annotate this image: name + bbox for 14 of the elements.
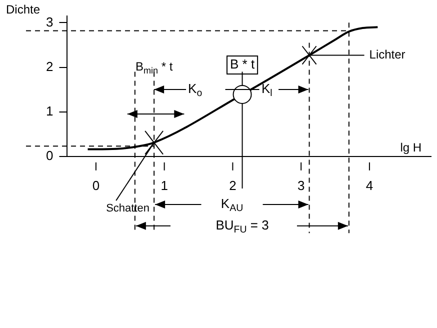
x-tick-label: 0 <box>92 178 100 193</box>
x-tick-label: 1 <box>160 178 168 193</box>
y-tick-label: 0 <box>46 148 54 163</box>
x-axis-title: lg H <box>400 140 422 155</box>
annotation: B * t <box>230 56 255 72</box>
y-axis-title: Dichte <box>6 2 40 16</box>
x-tick-label: 4 <box>366 178 374 193</box>
y-tick-label: 3 <box>46 14 54 30</box>
annotation: Lichter <box>369 48 406 62</box>
x-tick-label: 2 <box>229 178 236 193</box>
y-tick-label: 1 <box>46 103 54 118</box>
annotation: Schatten <box>106 202 150 215</box>
x-tick-label: 3 <box>297 178 305 193</box>
y-tick-label: 2 <box>46 58 54 74</box>
